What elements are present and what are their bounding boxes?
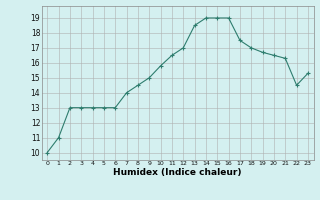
X-axis label: Humidex (Indice chaleur): Humidex (Indice chaleur) — [113, 168, 242, 177]
